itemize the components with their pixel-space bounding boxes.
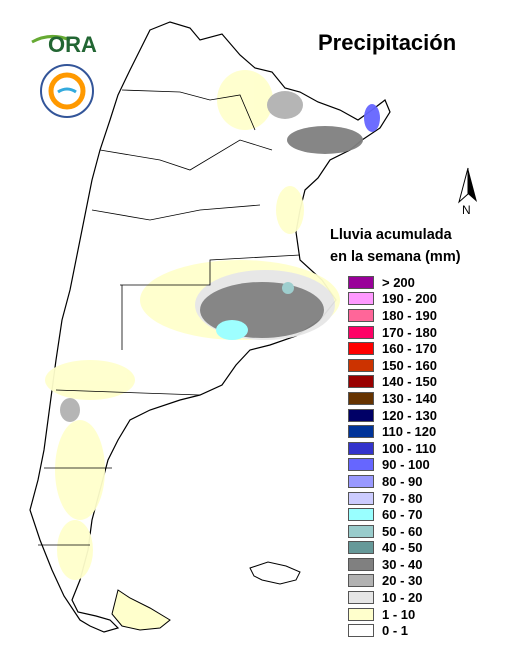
legend-swatch [348, 491, 374, 505]
legend-item: 70 - 80 [348, 490, 437, 507]
legend-item: 1 - 10 [348, 606, 437, 623]
legend-swatch [348, 375, 374, 389]
legend-label: 0 - 1 [382, 623, 409, 639]
legend-item: 10 - 20 [348, 589, 437, 606]
legend-swatch [348, 408, 374, 422]
legend-item: 190 - 200 [348, 291, 437, 308]
legend-label: 80 - 90 [382, 473, 423, 489]
legend-swatch [348, 425, 374, 439]
legend-label: 30 - 40 [382, 556, 423, 572]
legend-label: 110 - 120 [382, 424, 437, 440]
legend-swatch [348, 524, 374, 538]
map-title: Precipitación [318, 30, 457, 55]
legend-swatch [348, 308, 374, 322]
legend-swatch [348, 574, 374, 588]
inta-logo [38, 62, 96, 120]
legend-label: 70 - 80 [382, 490, 423, 506]
legend-item: 110 - 120 [348, 423, 437, 440]
legend-label: 20 - 30 [382, 573, 423, 589]
legend-swatch [348, 441, 374, 455]
legend-label: 150 - 160 [382, 357, 437, 373]
legend-label: 50 - 60 [382, 523, 423, 539]
legend-item: 150 - 160 [348, 357, 437, 374]
legend-item: 80 - 90 [348, 473, 437, 490]
legend-item: 90 - 100 [348, 457, 437, 474]
malvinas-islands [249, 561, 301, 585]
legend-label: 40 - 50 [382, 540, 423, 556]
legend-label: 180 - 190 [382, 307, 437, 323]
legend-swatch [348, 292, 374, 306]
legend-swatch [348, 391, 374, 405]
legend-item: 60 - 70 [348, 506, 437, 523]
legend-swatch [348, 624, 374, 638]
legend-item: 170 - 180 [348, 324, 437, 341]
legend-item: 160 - 170 [348, 340, 437, 357]
legend-swatch [348, 358, 374, 372]
legend-title-line1: Lluvia acumulada [330, 227, 452, 243]
legend-swatch [348, 607, 374, 621]
legend-title-line2: en la semana (mm) [330, 249, 461, 265]
legend-swatch [348, 591, 374, 605]
legend-item: 140 - 150 [348, 374, 437, 391]
north-arrow-icon [455, 166, 481, 218]
legend-item: 50 - 60 [348, 523, 437, 540]
province-borders [38, 89, 301, 546]
north-label: N [462, 203, 471, 217]
legend-item: 30 - 40 [348, 556, 437, 573]
legend-label: 190 - 200 [382, 291, 437, 307]
legend-item: 130 - 140 [348, 390, 437, 407]
legend-title: Lluvia acumulada en la semana (mm) [330, 224, 461, 268]
legend-item: 20 - 30 [348, 573, 437, 590]
legend-item: 0 - 1 [348, 622, 437, 639]
legend-swatch [348, 342, 374, 356]
legend-swatch [348, 541, 374, 555]
tierra-del-fuego [111, 589, 171, 631]
svg-text:ORA: ORA [48, 32, 97, 57]
legend-label: 160 - 170 [382, 341, 437, 357]
legend: > 200 190 - 200 180 - 190 170 - 180 160 - 17… [348, 274, 437, 639]
legend-swatch [348, 508, 374, 522]
legend-swatch [348, 325, 374, 339]
legend-swatch [348, 275, 374, 289]
legend-swatch [348, 458, 374, 472]
legend-item: 180 - 190 [348, 307, 437, 324]
legend-item: 40 - 50 [348, 540, 437, 557]
legend-label: 120 - 130 [382, 407, 437, 423]
legend-label: 140 - 150 [382, 374, 437, 390]
legend-item: 100 - 110 [348, 440, 437, 457]
legend-label: 100 - 110 [382, 440, 437, 456]
legend-label: 130 - 140 [382, 390, 437, 406]
ora-logo: ORA [30, 26, 100, 58]
legend-label: 1 - 10 [382, 606, 416, 622]
legend-item: > 200 [348, 274, 437, 291]
legend-label: 60 - 70 [382, 507, 423, 523]
legend-label: > 200 [382, 274, 415, 290]
legend-label: 10 - 20 [382, 590, 423, 606]
legend-swatch [348, 557, 374, 571]
legend-label: 170 - 180 [382, 324, 437, 340]
legend-label: 90 - 100 [382, 457, 430, 473]
rain-shading [45, 70, 380, 580]
legend-item: 120 - 130 [348, 407, 437, 424]
legend-swatch [348, 474, 374, 488]
